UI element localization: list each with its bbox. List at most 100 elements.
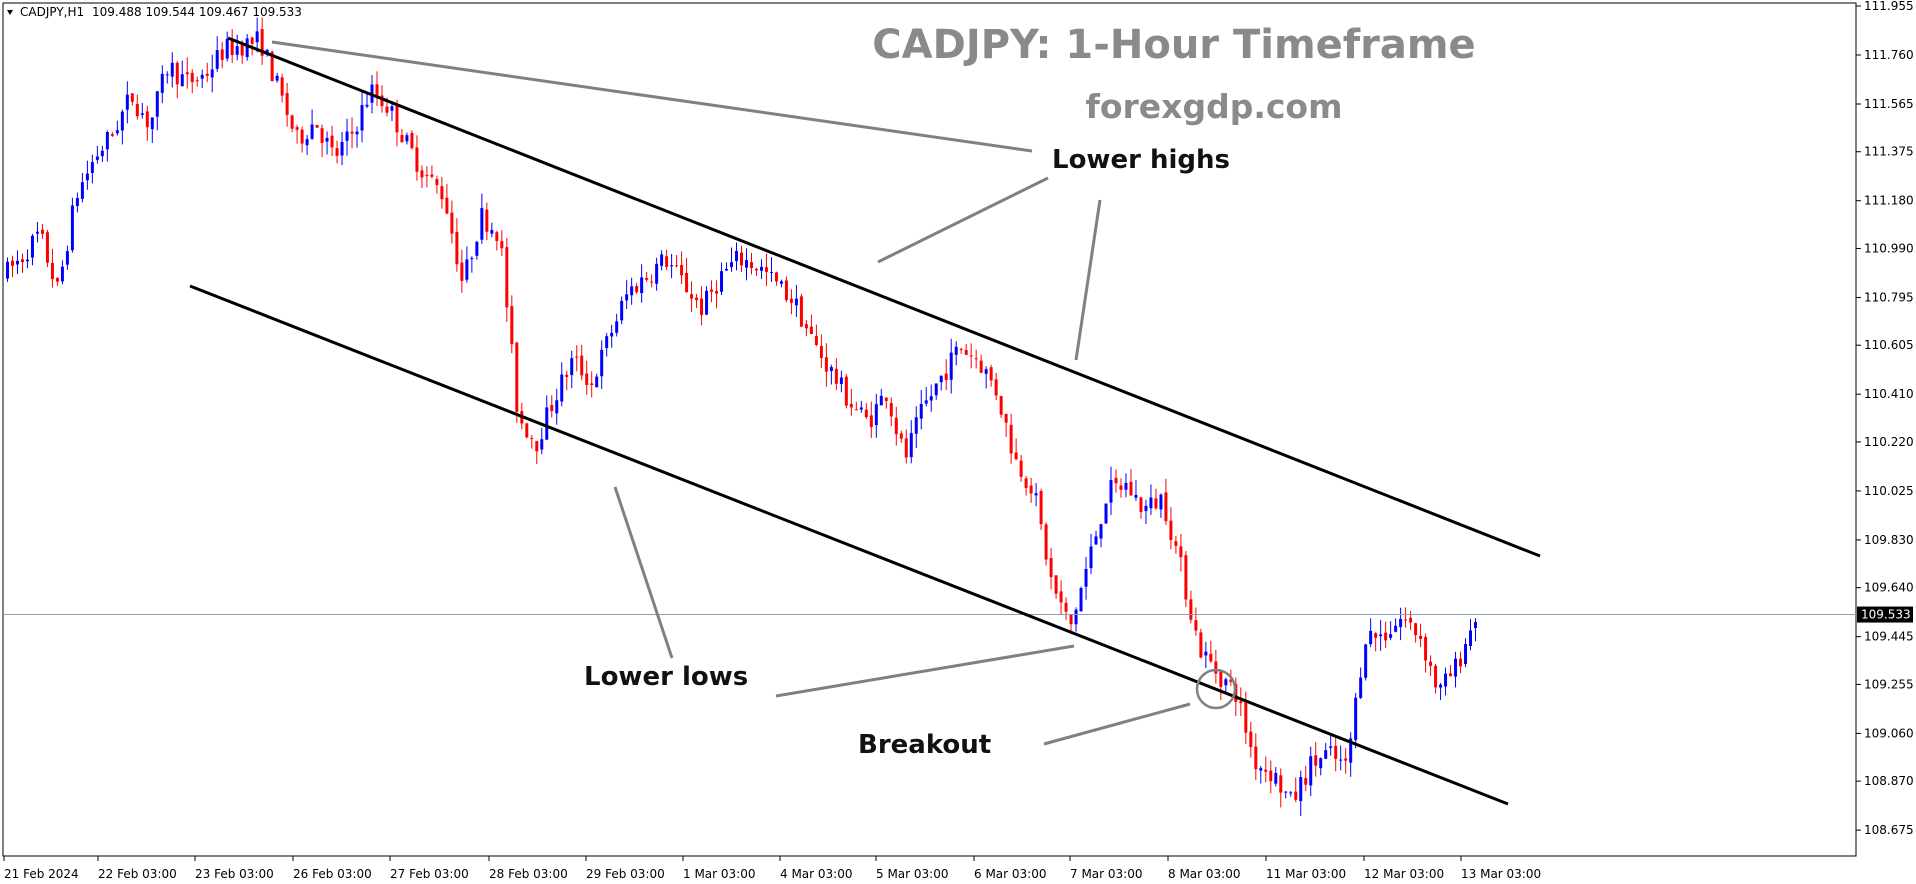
candle-body — [180, 74, 184, 87]
candle-body — [964, 349, 968, 355]
candle-body — [470, 258, 474, 260]
candle-body — [110, 134, 114, 136]
candle-body — [200, 74, 204, 79]
candle-body — [1379, 634, 1383, 637]
candle-body — [70, 205, 74, 251]
candle-body — [730, 262, 734, 268]
x-tick-label: 8 Mar 03:00 — [1168, 867, 1241, 881]
candle-body — [974, 358, 978, 360]
candle-body — [700, 298, 704, 316]
candle-body — [1109, 480, 1113, 503]
candle-body — [165, 74, 169, 76]
candle-body — [814, 335, 818, 345]
candle-body — [1119, 485, 1123, 490]
x-tick-label: 5 Mar 03:00 — [876, 867, 949, 881]
candle-body — [1199, 632, 1203, 658]
candle-body — [55, 278, 59, 282]
candle-body — [485, 209, 489, 232]
candle-body — [40, 229, 44, 234]
x-tick-label: 7 Mar 03:00 — [1070, 867, 1143, 881]
candle-body — [1094, 536, 1098, 545]
candle-body — [1104, 503, 1108, 524]
candle-body — [650, 281, 654, 283]
candle-body — [1369, 630, 1373, 645]
candle-body — [849, 403, 853, 408]
candle-body — [740, 252, 743, 266]
candle-body — [375, 84, 379, 98]
candle-body — [749, 262, 753, 269]
candle-body — [859, 407, 863, 410]
candle-body — [1244, 701, 1248, 733]
candle-body — [1204, 651, 1208, 656]
candle-body — [874, 404, 878, 426]
candle-body — [1024, 478, 1028, 488]
candle-body — [1074, 609, 1078, 625]
candle-body — [660, 254, 664, 266]
candle-body — [1469, 630, 1473, 647]
candle-body — [1174, 541, 1178, 546]
candle-body — [575, 356, 579, 358]
annotation-breakout: Breakout — [858, 730, 991, 760]
candle-body — [515, 342, 519, 412]
candle-body — [1464, 644, 1468, 665]
candle-body — [864, 409, 868, 418]
candle-body — [430, 174, 434, 177]
candle-body — [1009, 424, 1013, 454]
candle-body — [460, 262, 464, 281]
candle-body — [645, 277, 649, 280]
candle-body — [380, 95, 384, 107]
candle-body — [899, 433, 903, 439]
candle-body — [1349, 738, 1353, 763]
y-tick-label: 110.795 — [1864, 290, 1914, 304]
candle-body — [1424, 637, 1428, 661]
candle-body — [145, 111, 149, 128]
candle-body — [1319, 758, 1323, 769]
candle-body — [685, 272, 689, 293]
candle-body — [1439, 684, 1443, 688]
dropdown-triangle-icon — [7, 10, 13, 15]
candle-body — [1039, 490, 1043, 525]
candle-body — [1239, 701, 1243, 704]
candle-body — [10, 260, 14, 266]
candle-body — [1029, 485, 1033, 494]
x-tick-label: 27 Feb 03:00 — [390, 867, 469, 881]
candle-body — [1384, 632, 1388, 641]
candle-body — [320, 128, 324, 143]
candle-body — [505, 247, 509, 308]
candle-body — [944, 373, 948, 380]
y-tick-label: 108.675 — [1864, 823, 1914, 837]
candle-body — [789, 298, 793, 303]
chart-title: CADJPY: 1-Hour Timeframe — [872, 22, 1475, 68]
candle-body — [330, 135, 334, 148]
candle-body — [1254, 746, 1258, 770]
candle-body — [1089, 546, 1093, 569]
time-axis: 21 Feb 2024 22 Feb 03:00 23 Feb 03:00 26 Fe… — [3, 856, 1541, 881]
candle-body — [1194, 620, 1198, 631]
candle-body — [450, 212, 454, 234]
pointer-line — [1074, 199, 1102, 361]
candle-body — [1374, 633, 1378, 638]
candle-body — [884, 397, 888, 401]
candle-body — [1394, 625, 1398, 632]
candle-body — [1079, 588, 1083, 612]
candle-body — [1294, 791, 1298, 800]
candle-body — [230, 39, 234, 56]
candle-body — [255, 31, 259, 43]
candle-body — [245, 38, 249, 58]
candle-body — [1389, 634, 1393, 638]
candle-body — [919, 403, 923, 419]
candle-body — [585, 373, 589, 385]
candle-body — [869, 415, 873, 428]
candle-body — [550, 404, 554, 412]
candle-body — [1004, 414, 1008, 423]
candle-body — [1409, 617, 1413, 623]
candle-body — [350, 131, 354, 134]
candle-body — [1099, 524, 1103, 539]
candle-body — [105, 132, 109, 150]
candle-body — [894, 417, 898, 435]
candle-body — [260, 29, 264, 56]
candle-body — [949, 352, 953, 380]
candle-body — [1434, 665, 1438, 688]
candle-body — [215, 50, 219, 69]
